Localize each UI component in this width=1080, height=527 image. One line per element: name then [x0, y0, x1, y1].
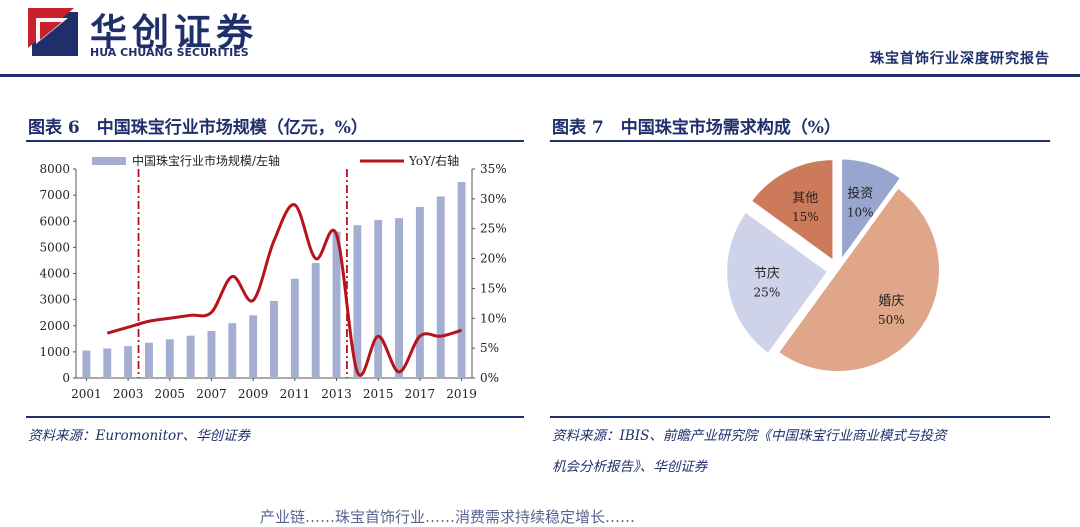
figure-6-source: 资料来源：Euromonitor、华创证券 — [28, 428, 251, 444]
x-axis-tick-label: 2019 — [446, 387, 477, 401]
right-axis-tick-label: 20% — [480, 252, 507, 266]
bar-2008 — [228, 323, 237, 378]
bar-2014 — [353, 225, 362, 378]
right-axis-tick-label: 0% — [480, 371, 499, 385]
x-axis-tick-label: 2013 — [321, 387, 352, 401]
pie-slice-label: 投资 — [847, 186, 873, 202]
company-logo-text: 华创证券 — [90, 11, 258, 54]
pie-slice-label: 节庆 — [754, 266, 780, 281]
right-axis-tick-label: 5% — [480, 341, 499, 355]
pie-slice-3 — [749, 158, 835, 264]
figure-7-bottom-rule — [550, 416, 1050, 418]
bar-2006 — [186, 335, 195, 378]
x-axis-tick-label: 2017 — [405, 387, 436, 401]
x-axis-tick-label: 2015 — [363, 387, 394, 401]
figure-7-source-line1: 资料来源：IBIS、前瞻产业研究院《中国珠宝行业商业模式与投资 — [552, 428, 947, 444]
bar-2010 — [270, 300, 278, 378]
figure-6-bottom-rule — [26, 416, 524, 418]
legend-bar-label: 中国珠宝行业市场规模/左轴 — [132, 153, 280, 168]
demand-composition-pie: 投资 10% 婚庆 50% 节庆 25% 其他 15% — [725, 157, 941, 373]
bar-2002 — [103, 348, 112, 378]
report-title: 珠宝首饰行业深度研究报告 — [870, 51, 1050, 67]
right-axis-tick-label: 15% — [480, 281, 507, 295]
pie-slice-1 — [776, 186, 941, 373]
pie-slice-value: 15% — [792, 210, 819, 224]
body-text-fragment: 产业链……珠宝首饰行业……消费需求持续稳定增长…… — [260, 508, 636, 526]
pie-slice-0 — [840, 157, 903, 264]
figure-6-top-rule — [26, 140, 524, 142]
bar-2004 — [144, 342, 153, 378]
bar-2016 — [395, 218, 404, 378]
right-axis-tick-label: 30% — [480, 192, 507, 206]
bar-2009 — [249, 315, 258, 378]
company-logo-mark — [28, 8, 78, 56]
left-axis-tick-label: 8000 — [39, 162, 70, 176]
x-axis-tick-label: 2005 — [155, 387, 186, 401]
left-axis-tick-label: 6000 — [39, 214, 70, 228]
bar-2012 — [311, 263, 320, 378]
x-axis-tick-label: 2009 — [238, 387, 269, 401]
left-axis-tick-label: 4000 — [39, 267, 70, 281]
left-axis-tick-label: 7000 — [39, 188, 70, 202]
bar-2003 — [124, 346, 133, 378]
right-axis-tick-label: 35% — [480, 162, 507, 176]
legend-line-label: YoY/右轴 — [408, 153, 459, 168]
right-axis-tick-label: 25% — [480, 222, 507, 236]
bar-2005 — [165, 339, 174, 378]
left-axis-tick-label: 1000 — [39, 345, 70, 359]
market-size-chart: 0 1000 2000 3000 4000 5000 6000 7000 8000 0% 5% 10%… — [39, 153, 507, 401]
figure-6-title: 图表 6 中国珠宝行业市场规模（亿元，%） — [28, 118, 368, 138]
figure-7-title: 图表 7 中国珠宝市场需求构成（%） — [552, 118, 841, 138]
bar-2011 — [290, 278, 299, 378]
company-logo-english: HUA CHUANG SECURITIES — [90, 46, 249, 59]
bar-2017 — [415, 206, 424, 378]
left-axis-tick-label: 0 — [62, 371, 70, 385]
bar-2013 — [332, 231, 341, 378]
x-axis-tick-label: 2007 — [196, 387, 227, 401]
left-axis-tick-label: 3000 — [39, 293, 70, 307]
bar-2015 — [374, 219, 383, 378]
header-divider — [0, 74, 1080, 77]
yoy-line — [106, 203, 463, 377]
right-axis-tick-label: 10% — [480, 311, 507, 325]
bar-2007 — [207, 330, 216, 378]
figure-7-source-line2: 机会分析报告》、华创证券 — [552, 459, 708, 475]
pie-slice-value: 50% — [878, 313, 905, 327]
legend-bar-swatch — [92, 157, 126, 165]
pie-slice-value: 10% — [847, 206, 874, 220]
bar-2001 — [82, 350, 91, 378]
left-axis-tick-label: 2000 — [39, 319, 70, 333]
bar-2018 — [436, 196, 445, 378]
pie-slice-label: 婚庆 — [878, 294, 904, 309]
x-axis-tick-label: 2011 — [280, 387, 311, 401]
bar-2019 — [457, 182, 466, 378]
left-axis-tick-label: 5000 — [39, 240, 70, 254]
figure-7-top-rule — [550, 140, 1050, 142]
pie-slice-value: 25% — [754, 285, 781, 299]
pie-slice-2 — [725, 210, 830, 356]
x-axis-tick-label: 2003 — [113, 387, 144, 401]
pie-slice-label: 其他 — [792, 191, 818, 206]
x-axis-tick-label: 2001 — [71, 387, 102, 401]
